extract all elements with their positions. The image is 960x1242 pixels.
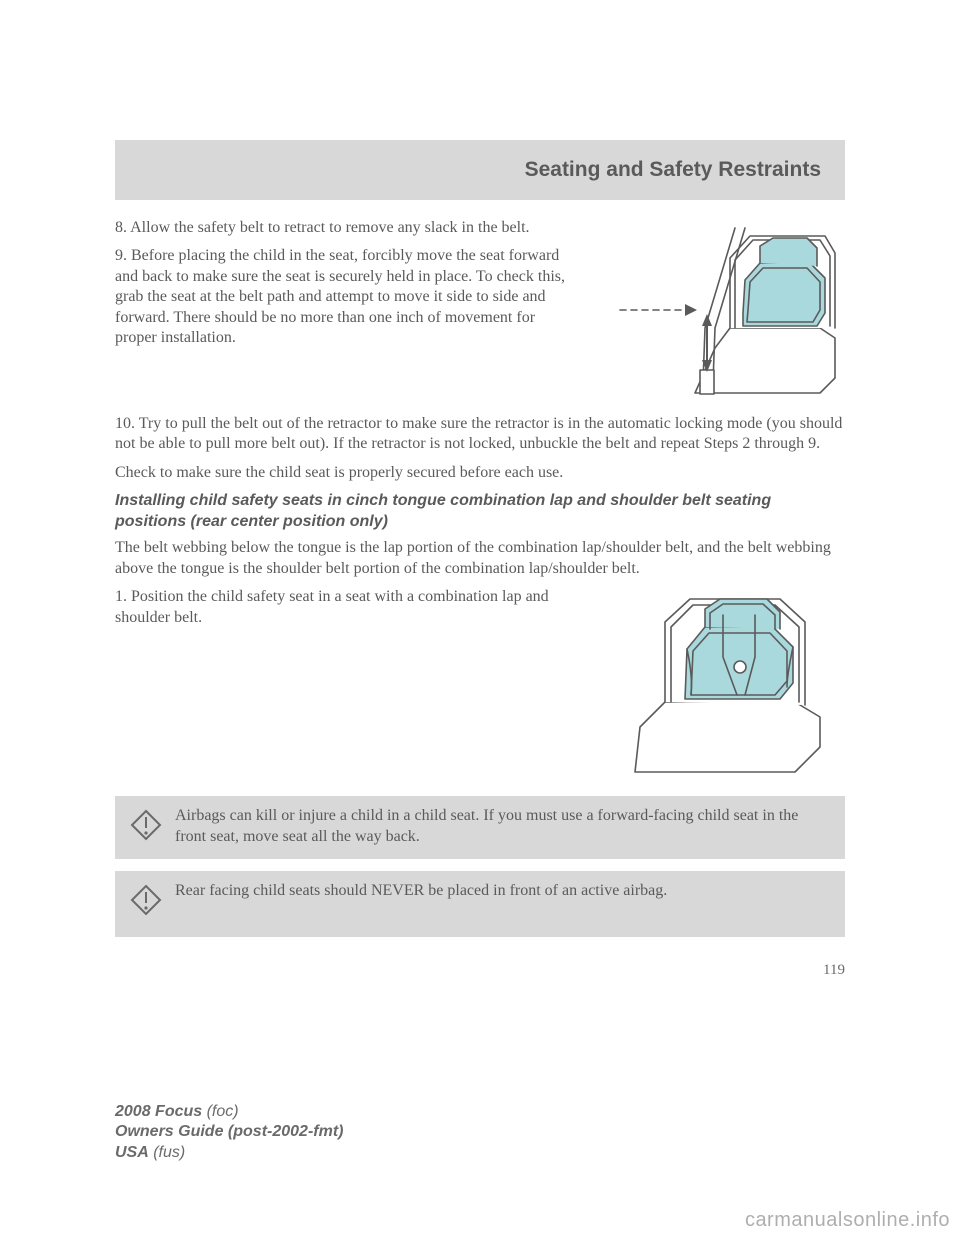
warning-icon <box>129 883 163 917</box>
warning-rear-facing: Rear facing child seats should NEVER be … <box>115 871 845 937</box>
step-10: 10. Try to pull the belt out of the retr… <box>115 414 845 455</box>
subheading-cinch-tongue: Installing child safety seats in cinch t… <box>115 491 845 532</box>
page-number: 119 <box>115 961 845 980</box>
warning-text-1: Airbags can kill or injure a child in a … <box>175 806 831 847</box>
watermark: carmanualsonline.info <box>745 1209 950 1232</box>
belt-retract-illustration <box>585 218 845 408</box>
webbing-description: The belt webbing below the tongue is the… <box>115 538 845 579</box>
footer-model-code: (foc) <box>202 1103 238 1120</box>
section-header: Seating and Safety Restraints <box>115 140 845 200</box>
warning-airbag-child: Airbags can kill or injure a child in a … <box>115 796 845 859</box>
step-8: 8. Allow the safety belt to retract to r… <box>115 218 567 238</box>
check-note: Check to make sure the child seat is pro… <box>115 463 845 483</box>
footer-region-code: (fus) <box>149 1144 185 1161</box>
warning-icon <box>129 808 163 842</box>
child-seat-illustration <box>595 587 845 782</box>
step-9: 9. Before placing the child in the seat,… <box>115 246 567 348</box>
footer: 2008 Focus (foc) Owners Guide (post-2002… <box>115 1102 343 1164</box>
warning-text-2: Rear facing child seats should NEVER be … <box>175 881 667 901</box>
position-step-1: 1. Position the child safety seat in a s… <box>115 587 577 628</box>
footer-region: USA <box>115 1144 149 1161</box>
footer-guide: Owners Guide (post-2002-fmt) <box>115 1123 343 1140</box>
footer-model: 2008 Focus <box>115 1103 202 1120</box>
